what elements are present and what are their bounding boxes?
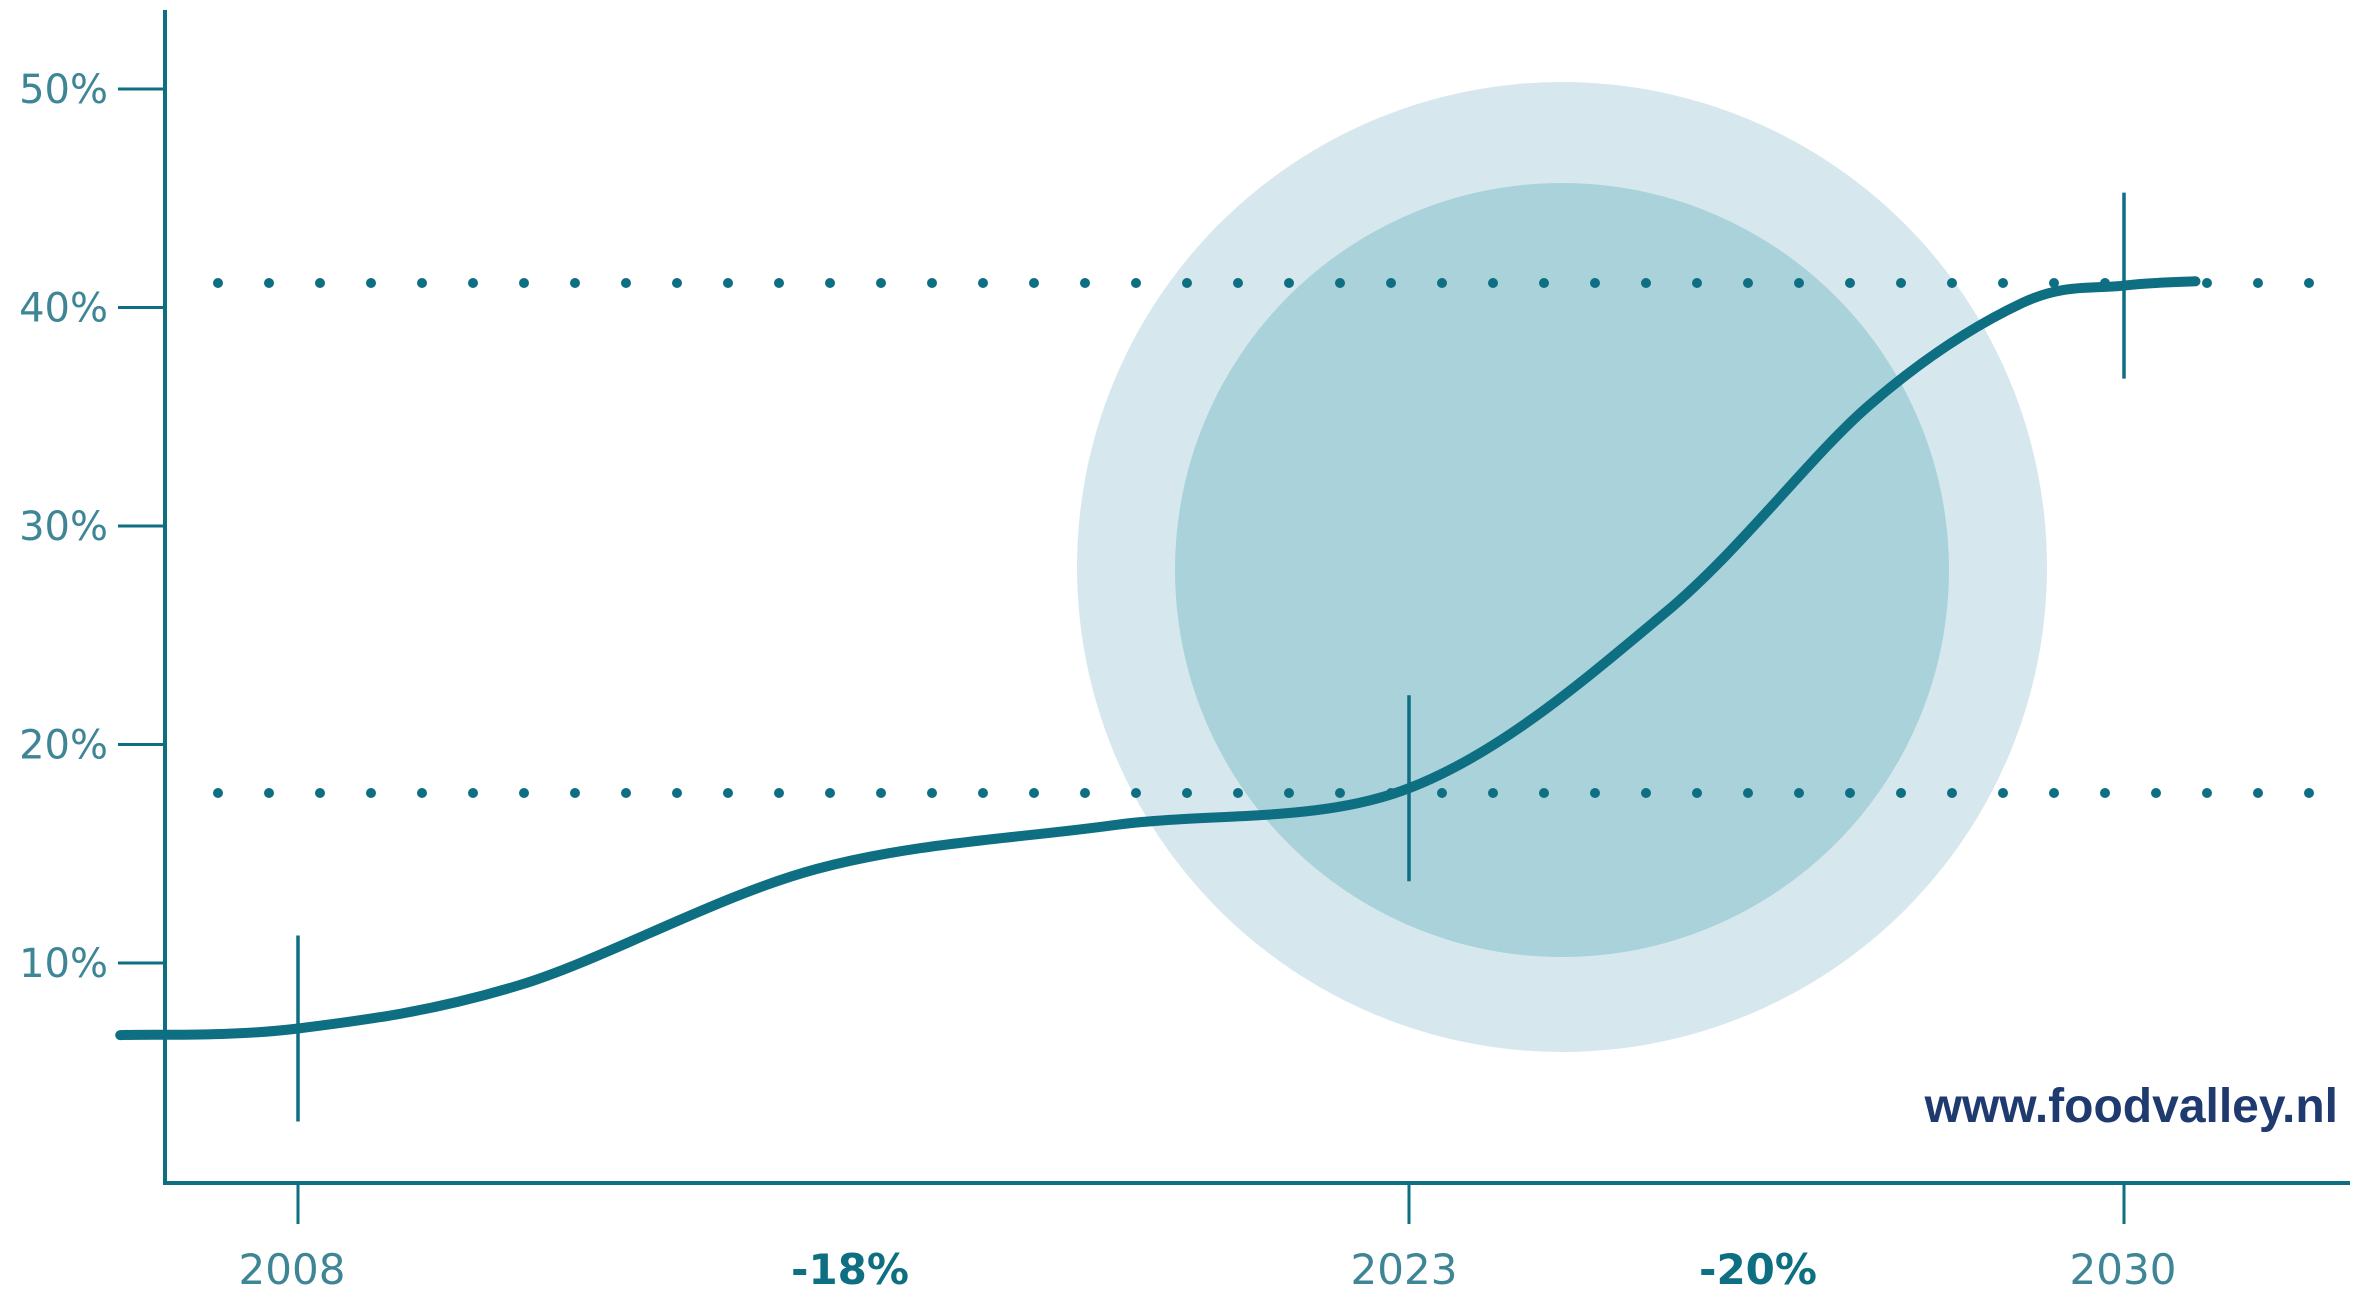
x-label-2023: 2023 bbox=[1351, 1245, 1458, 1294]
y-tick-label: 10% bbox=[19, 941, 108, 987]
y-tick-label: 40% bbox=[19, 286, 108, 332]
x-label-2008: 2008 bbox=[239, 1245, 346, 1294]
x-label-2030: 2030 bbox=[2070, 1245, 2177, 1294]
y-tick-label: 30% bbox=[19, 504, 108, 550]
change-label-second: -20% bbox=[1699, 1245, 1817, 1294]
series-line bbox=[115, 276, 2201, 1041]
y-tick-label: 20% bbox=[19, 723, 108, 769]
watermark-text: www.foodvalley.nl bbox=[1924, 1080, 2338, 1133]
highlight-circle-inner bbox=[1175, 183, 1949, 957]
change-label-first: -18% bbox=[791, 1245, 909, 1294]
y-tick-label: 50% bbox=[19, 67, 108, 113]
